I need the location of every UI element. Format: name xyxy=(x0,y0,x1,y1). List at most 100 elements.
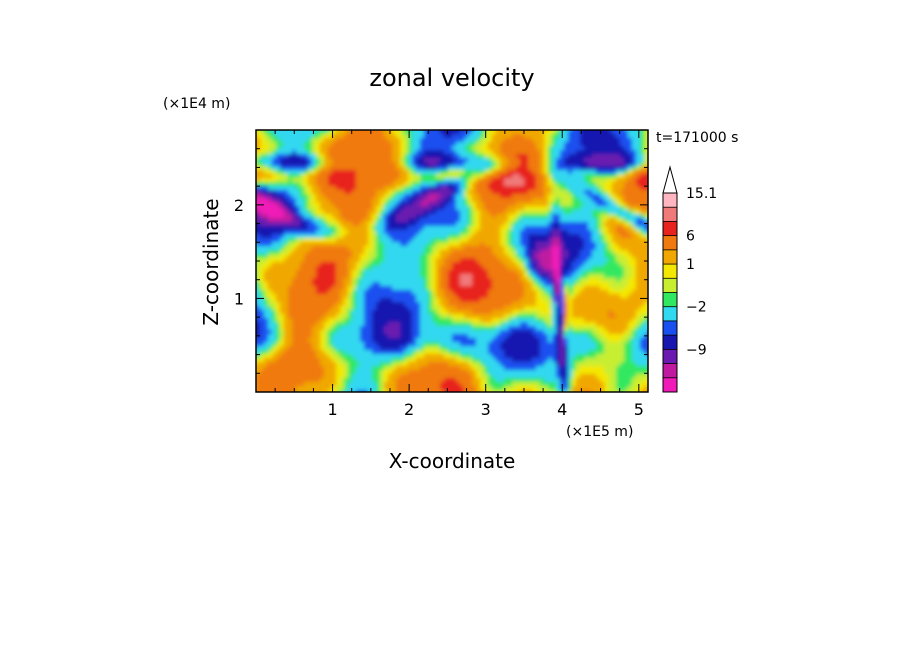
field-cell xyxy=(364,142,369,147)
field-cell xyxy=(496,310,501,315)
field-cell xyxy=(320,322,325,327)
field-cell xyxy=(488,226,493,231)
field-cell xyxy=(416,186,421,191)
field-cell xyxy=(440,282,445,287)
field-cell xyxy=(320,174,325,179)
field-cell xyxy=(540,138,545,143)
field-cell xyxy=(384,134,389,139)
field-cell xyxy=(388,234,393,239)
field-cell xyxy=(368,154,373,159)
field-cell xyxy=(600,130,605,135)
field-cell xyxy=(500,214,505,219)
field-cell xyxy=(640,286,645,291)
field-cell xyxy=(508,286,513,291)
field-cell xyxy=(436,142,441,147)
field-cell xyxy=(568,322,573,327)
field-cell xyxy=(496,294,501,299)
field-cell xyxy=(516,254,521,259)
field-cell xyxy=(356,274,361,279)
field-cell xyxy=(336,214,341,219)
field-cell xyxy=(528,150,533,155)
field-cell xyxy=(360,158,365,163)
field-cell xyxy=(412,274,417,279)
field-cell xyxy=(580,218,585,223)
field-cell xyxy=(436,290,441,295)
field-cell xyxy=(472,266,477,271)
field-cell xyxy=(560,222,565,227)
field-cell xyxy=(324,150,329,155)
field-cell xyxy=(560,142,565,147)
field-cell xyxy=(420,318,425,323)
field-cell xyxy=(468,190,473,195)
field-cell xyxy=(620,302,625,307)
field-cell xyxy=(300,282,305,287)
field-cell xyxy=(416,218,421,223)
field-cell xyxy=(292,178,297,183)
field-cell xyxy=(580,262,585,267)
field-cell xyxy=(584,162,589,167)
field-cell xyxy=(440,150,445,155)
field-cell xyxy=(428,130,433,135)
field-cell xyxy=(304,294,309,299)
field-cell xyxy=(308,150,313,155)
field-cell xyxy=(364,226,369,231)
field-cell xyxy=(584,138,589,143)
field-cell xyxy=(480,310,485,315)
field-cell xyxy=(292,170,297,175)
field-cell xyxy=(312,322,317,327)
field-cell xyxy=(640,218,645,223)
field-cell xyxy=(472,182,477,187)
field-cell xyxy=(612,238,617,243)
field-cell xyxy=(484,182,489,187)
field-cell xyxy=(324,218,329,223)
field-cell xyxy=(308,246,313,251)
field-cell xyxy=(516,170,521,175)
field-cell xyxy=(608,174,613,179)
field-cell xyxy=(356,218,361,223)
field-cell xyxy=(488,278,493,283)
field-cell xyxy=(508,234,513,239)
field-cell xyxy=(628,322,633,327)
field-cell xyxy=(568,278,573,283)
field-cell xyxy=(616,194,621,199)
field-cell xyxy=(304,174,309,179)
field-cell xyxy=(312,246,317,251)
field-cell xyxy=(572,314,577,319)
field-cell xyxy=(512,166,517,171)
field-cell xyxy=(296,214,301,219)
field-cell xyxy=(468,262,473,267)
field-cell xyxy=(484,262,489,267)
field-cell xyxy=(512,150,517,155)
field-cell xyxy=(356,162,361,167)
field-cell xyxy=(348,174,353,179)
field-cell xyxy=(588,146,593,151)
field-cell xyxy=(476,278,481,283)
field-cell xyxy=(604,222,609,227)
field-cell xyxy=(420,306,425,311)
field-cell xyxy=(268,234,273,239)
field-cell xyxy=(324,162,329,167)
field-cell xyxy=(636,266,641,271)
field-cell xyxy=(520,226,525,231)
field-cell xyxy=(540,290,545,295)
field-cell xyxy=(516,322,521,327)
field-cell xyxy=(432,282,437,287)
field-cell xyxy=(476,226,481,231)
field-cell xyxy=(608,242,613,247)
field-cell xyxy=(412,246,417,251)
field-cell xyxy=(548,254,553,259)
field-cell xyxy=(264,170,269,175)
field-cell xyxy=(400,222,405,227)
field-cell xyxy=(384,150,389,155)
field-cell xyxy=(344,278,349,283)
field-cell xyxy=(332,286,337,291)
field-cell xyxy=(360,174,365,179)
field-cell xyxy=(492,298,497,303)
field-cell xyxy=(332,194,337,199)
field-cell xyxy=(460,230,465,235)
field-cell xyxy=(376,298,381,303)
field-cell xyxy=(292,198,297,203)
field-cell xyxy=(504,162,509,167)
field-cell xyxy=(612,270,617,275)
field-cell xyxy=(468,210,473,215)
